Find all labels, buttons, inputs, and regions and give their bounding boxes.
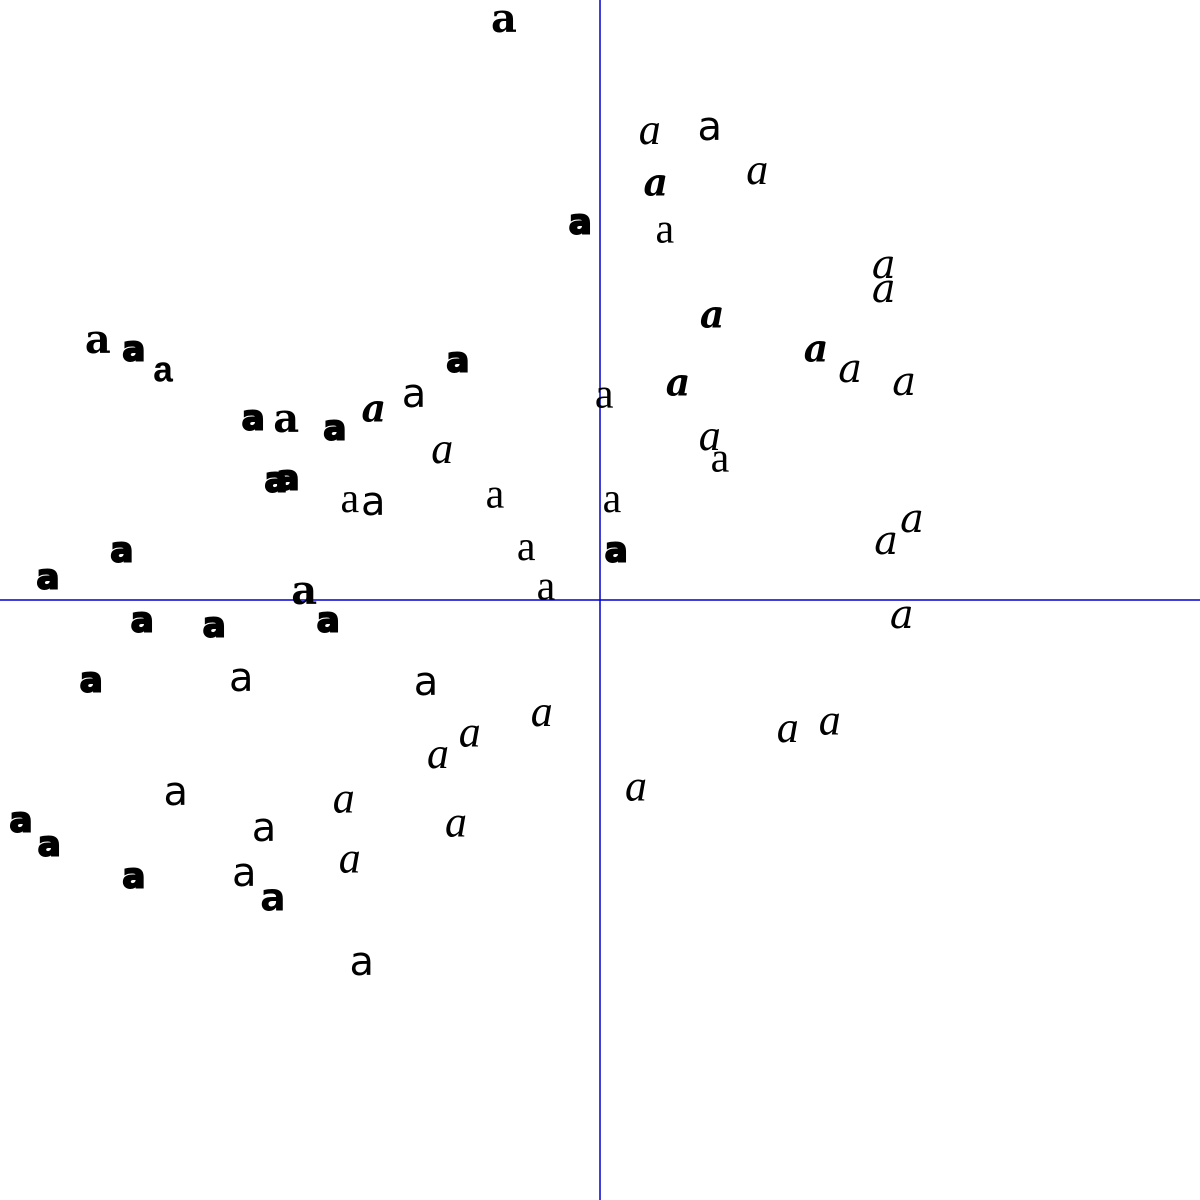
point-marker-58: a [10, 801, 33, 841]
point-marker-12: a [122, 330, 145, 370]
point-marker-39: a [605, 531, 628, 571]
point-marker-5: a [746, 145, 768, 194]
point-marker-33: a [603, 476, 622, 522]
point-marker-25: a [431, 424, 453, 473]
point-marker-13: a [152, 352, 174, 393]
point-marker-53: a [819, 695, 841, 744]
point-marker-17: a [892, 359, 916, 405]
point-marker-23: a [323, 409, 346, 449]
point-marker-61: a [339, 833, 361, 882]
point-marker-6: a [569, 202, 592, 242]
point-marker-43: a [203, 606, 226, 646]
point-marker-62: a [122, 856, 145, 896]
point-marker-3: a [698, 104, 723, 150]
point-marker-29: a [277, 459, 300, 499]
point-marker-49: a [531, 687, 553, 736]
point-marker-52: a [777, 703, 799, 752]
point-marker-40: a [537, 563, 556, 609]
point-marker-11: a [85, 316, 111, 363]
point-marker-35: a [900, 496, 924, 542]
point-marker-18: a [402, 371, 427, 417]
point-marker-59: a [38, 825, 61, 865]
point-marker-51: a [427, 729, 449, 778]
point-marker-7: a [655, 206, 674, 252]
point-marker-36: a [110, 531, 133, 571]
point-marker-65: a [350, 939, 375, 985]
point-marker-38: a [517, 524, 536, 570]
point-marker-16: a [838, 346, 862, 392]
point-marker-37: a [37, 558, 60, 598]
point-marker-55: a [164, 769, 189, 815]
point-marker-46: a [80, 661, 103, 701]
point-marker-54: a [625, 761, 647, 810]
point-marker-4: a [643, 160, 668, 205]
point-marker-44: a [317, 601, 340, 641]
point-marker-21: a [242, 399, 265, 439]
point-marker-57: a [445, 797, 467, 846]
point-marker-56: a [333, 773, 355, 822]
point-marker-28: a [265, 460, 288, 500]
point-marker-48: a [414, 659, 439, 705]
point-marker-22: a [273, 395, 299, 442]
point-marker-64: a [260, 876, 286, 920]
point-marker-10: a [700, 292, 725, 337]
point-marker-15: a [804, 326, 829, 371]
point-marker-32: a [486, 472, 505, 518]
point-marker-19: a [595, 371, 614, 417]
point-marker-9: a [872, 266, 896, 312]
point-marker-1: a [491, 0, 517, 42]
point-marker-2: a [639, 105, 661, 154]
point-marker-31: a [361, 479, 386, 525]
point-marker-27: a [711, 436, 730, 482]
point-marker-20: a [666, 359, 691, 404]
point-marker-42: a [131, 601, 154, 641]
point-marker-26: a [699, 411, 721, 460]
point-marker-8: a [872, 242, 896, 288]
point-marker-45: a [890, 592, 914, 638]
point-marker-34: a [874, 518, 898, 564]
point-marker-50: a [459, 707, 481, 756]
point-marker-47: a [229, 655, 254, 701]
point-marker-24: a [361, 386, 386, 431]
point-marker-63: a [232, 850, 257, 896]
point-marker-14: a [446, 340, 469, 380]
point-marker-41: a [291, 567, 317, 614]
point-marker-30: a [340, 476, 359, 522]
point-marker-60: a [252, 805, 277, 851]
